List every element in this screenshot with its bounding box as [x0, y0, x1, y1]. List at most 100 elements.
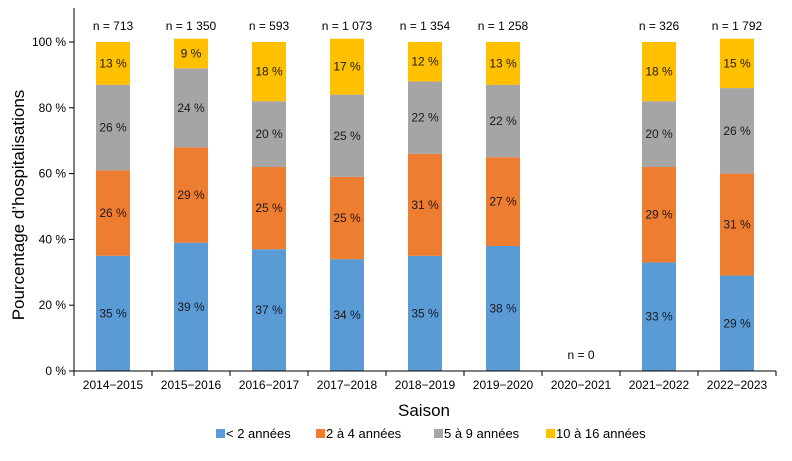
x-tick-label: 2017−2018: [317, 378, 378, 392]
bar-value-label: 22 %: [411, 111, 439, 125]
bar-value-label: 26 %: [99, 206, 127, 220]
x-axis-ticks: 2014−2015 2015−2016 2016−2017 2017−2018 2018…: [73, 371, 777, 392]
bar-value-label: 29 %: [723, 316, 751, 330]
plot-area: 35 % 26 % 26 % 13 % 39 % 29 % 24 % 9 % 37 % 25 % 2…: [96, 38, 754, 371]
bar-segment: [642, 167, 676, 263]
bar-segment: [408, 153, 442, 256]
bar-segment: [720, 275, 754, 371]
x-tick-label: 2015−2016: [161, 378, 222, 392]
bar-value-label: 38 %: [489, 301, 517, 315]
bar-value-label: 22 %: [489, 114, 517, 128]
sample-size-label: n = 713: [93, 19, 134, 33]
y-tick-label: 40 %: [39, 232, 67, 246]
sample-size-label: n = 1 354: [400, 19, 451, 33]
bar-segment: [96, 42, 130, 85]
bar-value-label: 17 %: [333, 60, 361, 74]
bar-segment: [252, 249, 286, 371]
bar-segment: [330, 94, 364, 177]
bar-value-label: 29 %: [645, 208, 673, 222]
bar-value-label: 27 %: [489, 195, 517, 209]
bar-segment: [174, 242, 208, 371]
bar-value-label: 12 %: [411, 55, 439, 69]
y-axis-title: Pourcentage d’hospitalisations: [9, 90, 28, 321]
y-tick-label: 20 %: [39, 298, 67, 312]
bar-segment: [408, 255, 442, 371]
bar-segment: [174, 68, 208, 148]
bar-value-label: 13 %: [489, 56, 517, 70]
bar-value-label: 9 %: [181, 47, 202, 61]
bar-value-label: 20 %: [255, 127, 283, 141]
sample-size-labels: n = 713 n = 1 350 n = 593 n = 1 073 n = 1 35…: [93, 19, 763, 362]
sample-size-label: n = 1 792: [712, 19, 763, 33]
bar-value-label: 34 %: [333, 308, 361, 322]
y-tick-label: 100 %: [32, 35, 66, 49]
bar-segment: [252, 101, 286, 168]
bar-value-label: 26 %: [99, 121, 127, 135]
legend-label: 10 à 16 années: [556, 426, 646, 441]
bar-value-label: 25 %: [255, 201, 283, 215]
legend-label: < 2 années: [226, 426, 291, 441]
bar-segment: [96, 84, 130, 171]
bar-value-label: 35 %: [99, 306, 127, 320]
bar-segment: [330, 259, 364, 371]
bar-segment: [642, 262, 676, 371]
sample-size-label: n = 0: [567, 348, 594, 362]
y-tick-label: 0 %: [45, 364, 66, 378]
bar-segment: [408, 42, 442, 82]
bar-value-label: 25 %: [333, 211, 361, 225]
bar-segment: [486, 245, 520, 371]
bar-segment: [174, 147, 208, 243]
sample-size-label: n = 1 350: [166, 19, 217, 33]
bar-segment: [720, 88, 754, 174]
bar-value-label: 39 %: [177, 300, 205, 314]
bar-segment: [486, 42, 520, 85]
legend-label: 2 à 4 années: [326, 426, 402, 441]
legend: < 2 années 2 à 4 années 5 à 9 années 10 à 1…: [216, 426, 646, 441]
bar-value-label: 18 %: [255, 65, 283, 79]
bar-segment: [174, 38, 208, 69]
sample-size-label: n = 1 073: [322, 19, 373, 33]
bar-value-label: 13 %: [99, 56, 127, 70]
bar-value-label: 20 %: [645, 127, 673, 141]
y-tick-label: 80 %: [39, 101, 67, 115]
x-axis-title: Saison: [398, 401, 450, 420]
bar-segment: [96, 170, 130, 256]
bar-value-label: 24 %: [177, 101, 205, 115]
legend-swatch: [546, 429, 555, 438]
bar-segment: [252, 42, 286, 102]
bar-value-label: 35 %: [411, 306, 439, 320]
legend-swatch: [434, 429, 443, 438]
x-tick-label: 2014−2015: [83, 378, 144, 392]
bar-value-label: 26 %: [723, 124, 751, 138]
legend-swatch: [216, 429, 225, 438]
sample-size-label: n = 1 258: [478, 19, 529, 33]
sample-size-label: n = 326: [639, 19, 680, 33]
bar-segment: [252, 167, 286, 250]
bar-segment: [408, 81, 442, 154]
bar-segment: [96, 255, 130, 371]
x-tick-label: 2022−2023: [707, 378, 768, 392]
bar-segment: [486, 84, 520, 158]
x-tick-label: 2019−2020: [473, 378, 534, 392]
legend-label: 5 à 9 années: [444, 426, 520, 441]
bar-value-label: 31 %: [411, 198, 439, 212]
y-axis-ticks: 0 % 20 % 40 % 60 % 80 % 100 %: [32, 35, 74, 378]
sample-size-label: n = 593: [249, 19, 290, 33]
x-tick-label: 2016−2017: [239, 378, 300, 392]
legend-swatch: [316, 429, 325, 438]
bar-value-label: 18 %: [645, 65, 673, 79]
x-tick-label: 2020−2021: [551, 378, 612, 392]
bar-value-label: 29 %: [177, 188, 205, 202]
x-tick-label: 2018−2019: [395, 378, 456, 392]
bar-segment: [720, 173, 754, 276]
bar-value-label: 37 %: [255, 303, 283, 317]
bar-value-label: 15 %: [723, 56, 751, 70]
x-tick-label: 2021−2022: [629, 378, 690, 392]
bar-segment: [330, 176, 364, 260]
bar-segment: [330, 38, 364, 95]
bar-value-label: 31 %: [723, 218, 751, 232]
bar-segment: [642, 42, 676, 102]
bar-value-label: 25 %: [333, 129, 361, 143]
bar-segment: [486, 157, 520, 246]
